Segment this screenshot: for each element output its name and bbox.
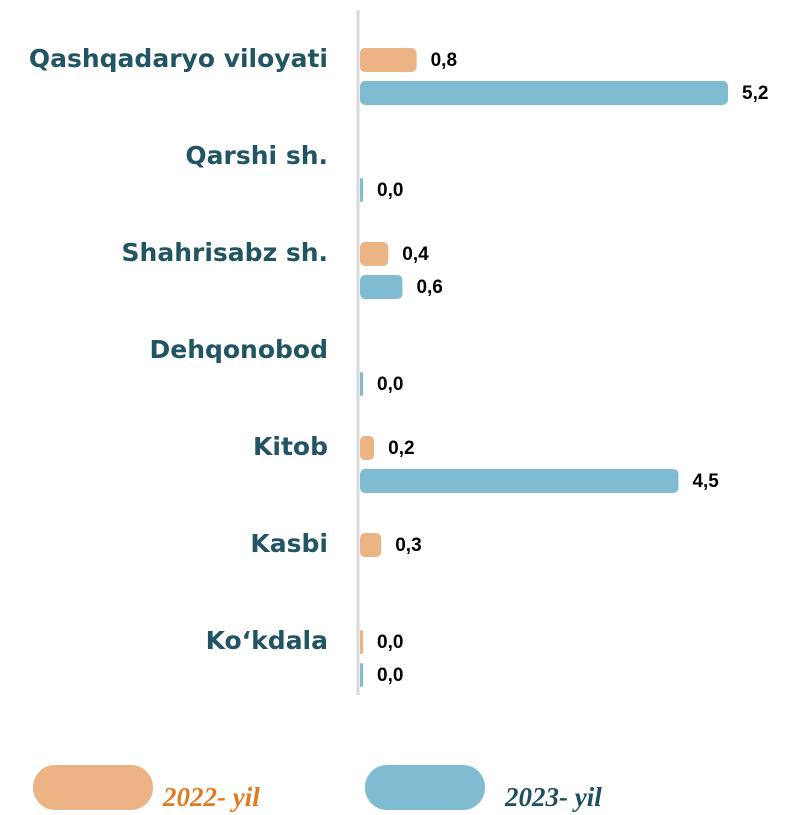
legend-swatch (33, 765, 153, 810)
bar (360, 178, 363, 202)
value-label: 0,0 (377, 665, 403, 686)
bar (360, 242, 389, 266)
category-label: Shahrisabz sh. (122, 238, 328, 267)
category-label: Kasbi (250, 529, 328, 558)
value-label: 4,5 (692, 471, 719, 492)
category-label: Qashqadaryo viloyati (29, 44, 328, 73)
legend-label: 2022- yil (162, 782, 260, 812)
value-label: 0,3 (395, 535, 421, 556)
value-label: 0,8 (431, 50, 457, 71)
value-label: 5,2 (742, 83, 768, 104)
bar (360, 469, 679, 493)
bar (360, 533, 382, 557)
category-label: Qarshi sh. (185, 141, 328, 170)
legend-label: 2023- yil (504, 782, 602, 812)
value-label: 0,0 (377, 374, 403, 395)
category-label: Dehqonobod (149, 335, 328, 364)
category-label: Kitob (253, 432, 328, 461)
value-label: 0,0 (377, 180, 403, 201)
bar (360, 663, 363, 687)
value-label: 0,2 (388, 438, 414, 459)
bar (360, 372, 363, 396)
bar (360, 275, 403, 299)
value-label: 0,0 (377, 632, 403, 653)
bar (360, 630, 363, 654)
value-label: 0,6 (416, 277, 442, 298)
category-label: Ko‘kdala (206, 626, 328, 655)
value-label: 0,4 (402, 244, 429, 265)
bar (360, 436, 375, 460)
bar (360, 81, 728, 105)
legend-swatch (365, 765, 485, 810)
bar (360, 48, 417, 72)
